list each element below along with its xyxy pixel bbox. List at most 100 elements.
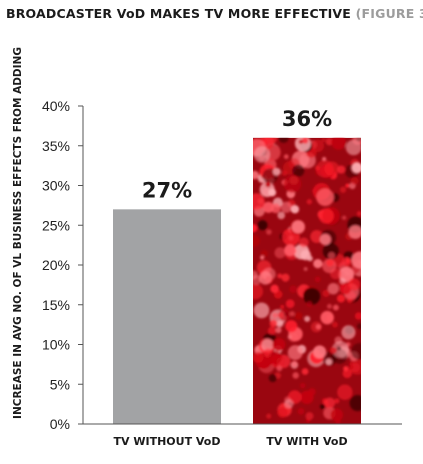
y-tick-label: 5% [50, 376, 70, 392]
bar-tv-without-vod [113, 209, 221, 424]
bokeh-dot [350, 176, 359, 186]
bokeh-dot [253, 270, 258, 280]
bokeh-dot [315, 323, 322, 330]
bokeh-dot [261, 338, 274, 352]
bokeh-dot [287, 345, 303, 361]
y-axis: 0% 5% 10% 15% 20% 25% 30% 35% 40% [42, 98, 84, 432]
bokeh-dot [352, 137, 361, 145]
bokeh-dot [322, 157, 327, 162]
x-category-label: TV WITHOUT VoD [114, 435, 221, 448]
bokeh-dot [306, 300, 313, 307]
bokeh-dot [341, 256, 352, 267]
bokeh-dot [260, 255, 265, 260]
y-tick-label: 10% [42, 337, 70, 353]
bokeh-dot [253, 234, 260, 247]
bokeh-dot [321, 137, 326, 143]
bokeh-dot [315, 160, 334, 178]
bokeh-dot [341, 325, 356, 340]
bokeh-dot [325, 358, 333, 366]
bokeh-dot [308, 388, 316, 396]
bokeh-dot [283, 174, 302, 193]
figure-number: (FIGURE 31) [355, 6, 423, 21]
bokeh-dot [327, 283, 339, 295]
bokeh-dot [329, 346, 337, 354]
bokeh-dot [339, 186, 347, 193]
y-tick-label: 40% [42, 98, 70, 114]
bokeh-dot [272, 312, 278, 319]
bokeh-dot [292, 372, 299, 379]
bokeh-dot [270, 284, 279, 294]
bokeh-dot [316, 188, 334, 207]
bokeh-dot [336, 294, 346, 303]
bokeh-dot [334, 398, 340, 404]
bar-texture [253, 137, 361, 425]
bokeh-dot [284, 244, 297, 257]
bokeh-dot [265, 181, 271, 188]
bokeh-dot [336, 346, 342, 351]
bokeh-dot [290, 361, 299, 369]
y-axis-title: INCREASE IN AVG NO. OF VL BUSINESS EFFEC… [12, 47, 24, 419]
bokeh-dot [269, 319, 278, 328]
bokeh-dot [281, 273, 290, 282]
data-label-tv-with-vod: 36% [282, 107, 332, 131]
bokeh-dot [289, 311, 295, 317]
bokeh-dot [313, 345, 327, 359]
bokeh-dot [319, 233, 331, 246]
bokeh-dot [345, 183, 350, 188]
bokeh-dot [277, 407, 288, 418]
x-axis: TV WITHOUT VoD TV WITH VoD [83, 423, 402, 448]
bokeh-dot [313, 258, 323, 269]
bokeh-dot [288, 332, 299, 343]
bokeh-dot [266, 413, 272, 419]
bokeh-dot [268, 350, 282, 365]
bokeh-dot [332, 304, 339, 311]
bar-tv-with-vod [253, 137, 361, 425]
bokeh-dot [290, 205, 300, 214]
bokeh-dot [266, 229, 272, 235]
bokeh-dot [253, 351, 264, 363]
bokeh-dot [257, 220, 268, 231]
bokeh-dot [347, 278, 361, 291]
bokeh-dot [276, 320, 284, 328]
data-labels: 27% 36% [142, 107, 332, 203]
bokeh-dot [332, 321, 338, 328]
chart-title-text: BROADCASTER VoD MAKES TV MORE EFFECTIVE [6, 6, 352, 21]
bokeh-dot [312, 188, 317, 194]
bokeh-dot [348, 225, 361, 240]
bokeh-dot [327, 251, 336, 260]
bokeh-dot [339, 278, 346, 285]
bokeh-dot [268, 188, 277, 197]
bokeh-dot [318, 208, 334, 224]
bars [113, 137, 361, 425]
bokeh-dot [299, 382, 306, 389]
bokeh-dot [253, 193, 265, 211]
bokeh-dot [320, 310, 334, 325]
bokeh-dot [260, 250, 268, 258]
bokeh-dot [268, 374, 277, 383]
bokeh-dot [348, 357, 361, 375]
bokeh-dot [278, 137, 289, 143]
bokeh-dot [270, 203, 281, 214]
bokeh-dot [351, 162, 361, 174]
bokeh-dot [283, 154, 289, 160]
bokeh-dot [272, 338, 286, 351]
bokeh-dot [314, 276, 321, 283]
data-label-tv-without-vod: 27% [142, 178, 192, 202]
bokeh-dot [322, 289, 330, 298]
bokeh-dot [303, 267, 308, 272]
bokeh-dot [277, 312, 284, 319]
bokeh-dot [298, 237, 309, 248]
bokeh-dot [291, 220, 305, 234]
bokeh-dot [356, 211, 361, 216]
bokeh-dot [301, 368, 309, 375]
bokeh-dot [337, 165, 346, 174]
bokeh-dot [306, 199, 313, 205]
bokeh-dot [351, 342, 361, 360]
y-tick-label: 15% [42, 297, 70, 313]
bokeh-dot [274, 247, 286, 259]
bokeh-dot [280, 201, 293, 213]
bokeh-dot [253, 302, 270, 319]
bokeh-dot [253, 170, 259, 180]
bokeh-dot [272, 167, 281, 176]
bokeh-dot [253, 283, 264, 300]
